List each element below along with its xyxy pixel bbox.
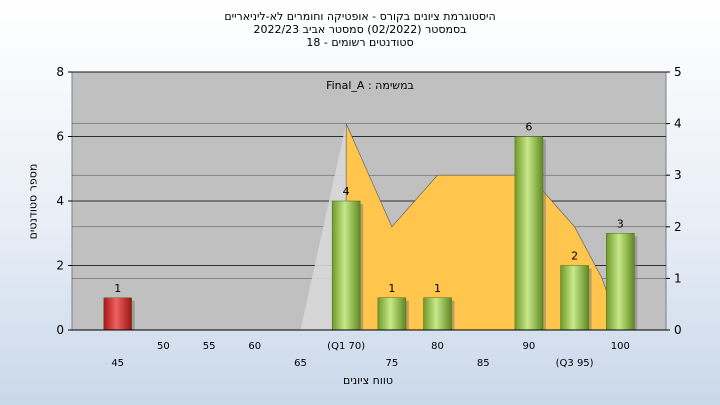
x-tick-label-lower: 65	[294, 358, 307, 369]
histogram-bar	[560, 265, 589, 331]
x-tick-label-lower: 45	[111, 358, 124, 369]
x-tick-label-upper: 80	[431, 341, 444, 352]
chart-title: היסטוגרמת ציונים בקורס - אופטיקה וחומרים…	[224, 10, 496, 23]
x-tick-label-lower: 75	[385, 358, 398, 369]
y-tick-label: 4	[56, 194, 64, 208]
assignment-annotation: Final_A : במשימה	[326, 79, 414, 92]
x-tick-label-upper: 90	[523, 341, 536, 352]
histogram-bar	[103, 297, 132, 331]
y2-tick-label: 1	[674, 271, 682, 285]
x-tick-label-upper: (Q1 70)	[327, 341, 365, 352]
bar-value-label: 2	[571, 250, 578, 263]
x-tick-label-upper: 100	[611, 341, 630, 352]
x-tick-label-upper: 60	[248, 341, 261, 352]
x-tick-label-upper: 50	[157, 341, 170, 352]
y2-tick-label: 0	[674, 323, 682, 337]
y-tick-label: 6	[56, 130, 64, 144]
bar-value-label: 1	[114, 282, 121, 295]
histogram-bar	[423, 297, 452, 331]
bar-value-label: 4	[343, 185, 350, 198]
chart-subtitle: בסמסטר (02/2022) סמסטר אביב 2022/23	[253, 23, 467, 36]
bar-value-label: 1	[388, 282, 395, 295]
x-tick-label-lower: (Q3 95)	[556, 358, 594, 369]
bar-value-label: 3	[617, 217, 624, 230]
y2-tick-label: 3	[674, 168, 682, 182]
y-tick-label: 2	[56, 259, 64, 273]
bar-value-label: 6	[525, 121, 532, 134]
histogram-bar	[606, 233, 635, 331]
chart-title-block: היסטוגרמת ציונים בקורס - אופטיקה וחומרים…	[0, 10, 720, 49]
histogram-bar	[331, 200, 361, 331]
y2-tick-label: 2	[674, 220, 682, 234]
y-axis-label: מספר סטודנטים	[26, 163, 40, 240]
students-count: סטודנטים רשומים - 18	[306, 36, 414, 49]
histogram-bar	[377, 297, 407, 331]
bar-value-label: 1	[434, 282, 441, 295]
x-tick-label-lower: 85	[477, 358, 490, 369]
y-tick-label: 0	[56, 323, 64, 337]
y2-tick-label: 5	[674, 65, 682, 79]
y2-tick-label: 4	[674, 117, 682, 131]
x-tick-label-upper: 55	[203, 341, 216, 352]
histogram-bar	[514, 136, 544, 331]
y-tick-label: 8	[56, 65, 64, 79]
x-axis-label: טווח ציונים	[343, 374, 393, 387]
